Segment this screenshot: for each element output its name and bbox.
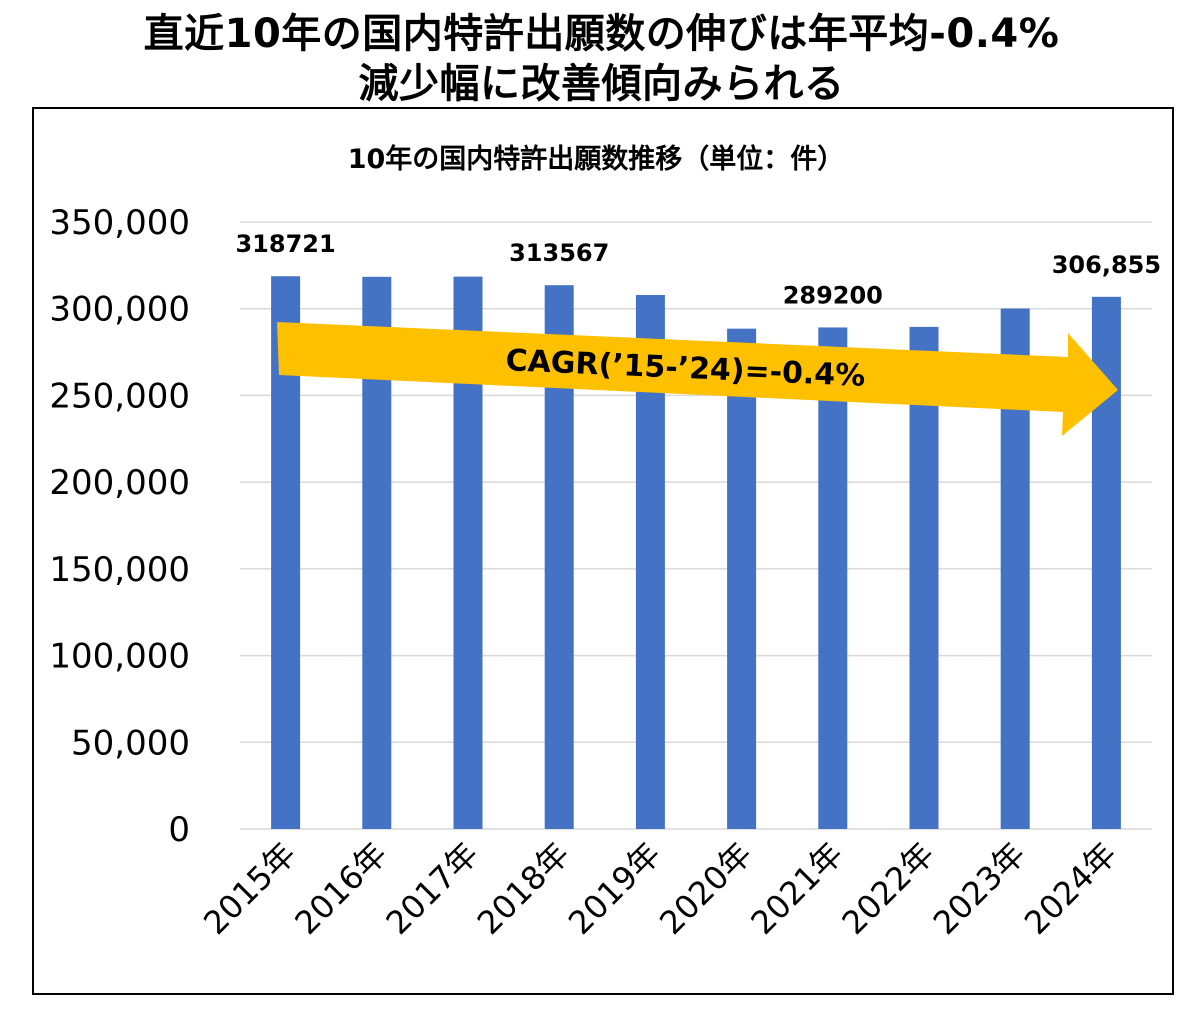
y-axis-tick-labels: 0 50,000 100,000 150,000 200,000 250,000 300,0… (49, 203, 190, 850)
y-tick-label: 200,000 (49, 463, 190, 503)
y-tick-label: 350,000 (49, 203, 190, 243)
bar-chart: 10年の国内特許出願数推移（単位：件） 0 50,000 100,000 150,00… (0, 0, 1203, 1016)
x-tick-label: 2020年 (652, 835, 759, 942)
data-label: 306,855 (1052, 251, 1161, 279)
bar (727, 329, 756, 829)
y-tick-label: 250,000 (49, 376, 190, 416)
x-tick-label: 2021年 (743, 835, 850, 942)
x-tick-label: 2018年 (470, 835, 577, 942)
data-label: 313567 (509, 239, 609, 267)
x-tick-label: 2024年 (1017, 835, 1124, 942)
cagr-arrow-layer: CAGR(’15-’24)=-0.4% (277, 322, 1118, 436)
data-label: 318721 (235, 230, 335, 258)
x-tick-label: 2019年 (561, 835, 668, 942)
y-tick-label: 150,000 (49, 550, 190, 590)
x-tick-label: 2023年 (926, 835, 1033, 942)
data-label: 289200 (783, 281, 883, 309)
x-tick-label: 2015年 (196, 835, 303, 942)
x-axis-tick-labels: 2015年2016年2017年2018年2019年2020年2021年2022年… (196, 835, 1124, 942)
chart-title: 10年の国内特許出願数推移（単位：件） (348, 143, 845, 175)
bar (818, 327, 847, 829)
y-tick-label: 50,000 (71, 723, 190, 763)
x-tick-label: 2017年 (379, 835, 486, 942)
y-tick-label: 100,000 (49, 637, 190, 677)
x-tick-label: 2022年 (835, 835, 942, 942)
y-tick-label: 0 (168, 810, 190, 850)
x-tick-label: 2016年 (287, 835, 394, 942)
y-tick-label: 300,000 (49, 290, 190, 330)
